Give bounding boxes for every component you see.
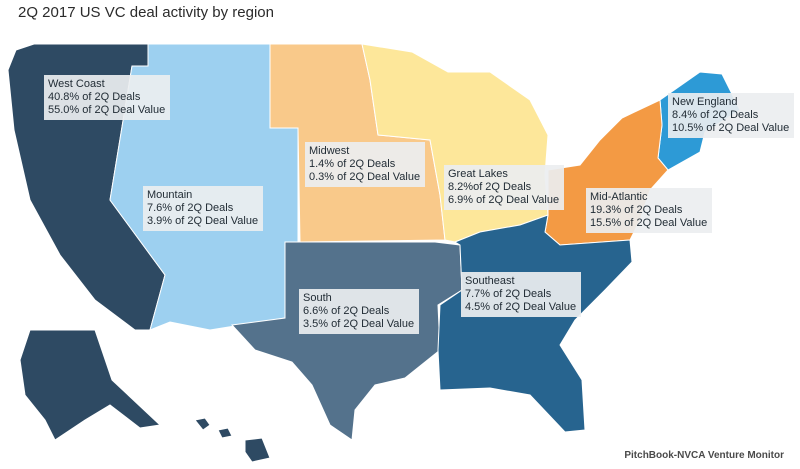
label-mountain: Mountain 7.6% of 2Q Deals 3.9% of 2Q Dea…	[143, 186, 264, 231]
region-name: Mid-Atlantic	[590, 191, 648, 203]
value-share: 0.3% of 2Q Deal Value	[309, 171, 421, 183]
region-name: Midwest	[309, 145, 350, 157]
deals-share: 40.8% of 2Q Deals	[48, 91, 141, 103]
value-share: 4.5% of 2Q Deal Value	[465, 301, 577, 313]
region-name: Mountain	[147, 189, 193, 201]
region-southeast	[437, 214, 633, 433]
region-name: New England	[672, 96, 738, 108]
region-hawaii	[194, 417, 271, 463]
region-name: Southeast	[465, 275, 515, 287]
label-west-coast: West Coast 40.8% of 2Q Deals 55.0% of 2Q…	[44, 75, 171, 120]
deals-share: 6.6% of 2Q Deals	[303, 305, 390, 317]
value-share: 15.5% of 2Q Deal Value	[590, 217, 708, 229]
deals-share: 8.4% of 2Q Deals	[672, 109, 759, 121]
label-south: South 6.6% of 2Q Deals 3.5% of 2Q Deal V…	[299, 289, 420, 334]
deals-share: 19.3% of 2Q Deals	[590, 204, 683, 216]
deals-share: 7.6% of 2Q Deals	[147, 202, 234, 214]
label-midwest: Midwest 1.4% of 2Q Deals 0.3% of 2Q Deal…	[305, 142, 426, 187]
region-name: West Coast	[48, 78, 105, 90]
region-name: South	[303, 292, 332, 304]
label-new-england: New England 8.4% of 2Q Deals 10.5% of 2Q…	[668, 93, 795, 138]
deals-share: 1.4% of 2Q Deals	[309, 158, 396, 170]
map-title: 2Q 2017 US VC deal activity by region	[18, 4, 274, 21]
deals-share: 8.2%of 2Q Deals	[448, 181, 532, 193]
label-mid-atlantic: Mid-Atlantic 19.3% of 2Q Deals 15.5% of …	[586, 188, 713, 233]
value-share: 6.9% of 2Q Deal Value	[448, 194, 560, 206]
label-great-lakes: Great Lakes 8.2%of 2Q Deals 6.9% of 2Q D…	[444, 165, 565, 210]
label-southeast: Southeast 7.7% of 2Q Deals 4.5% of 2Q De…	[461, 272, 582, 317]
value-share: 55.0% of 2Q Deal Value	[48, 104, 166, 116]
region-alaska	[19, 329, 162, 441]
value-share: 10.5% of 2Q Deal Value	[672, 122, 790, 134]
value-share: 3.9% of 2Q Deal Value	[147, 215, 259, 227]
value-share: 3.5% of 2Q Deal Value	[303, 318, 415, 330]
deals-share: 7.7% of 2Q Deals	[465, 288, 552, 300]
region-name: Great Lakes	[448, 168, 508, 180]
source-credit: PitchBook-NVCA Venture Monitor	[624, 450, 784, 461]
